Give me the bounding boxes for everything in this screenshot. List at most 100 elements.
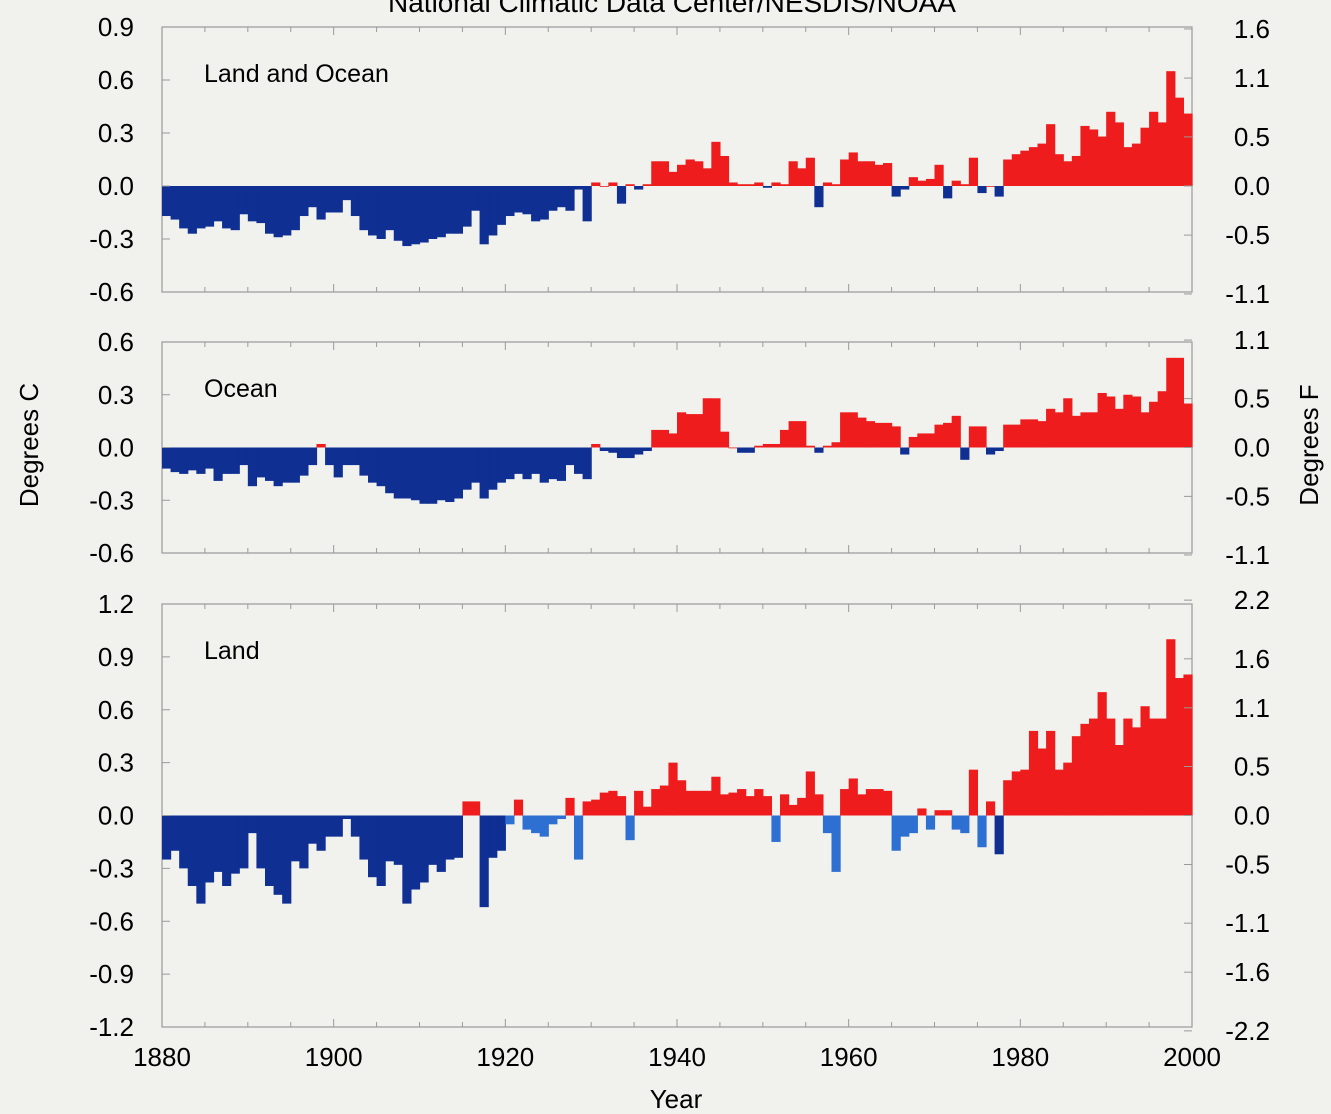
- bar: [1071, 155, 1082, 186]
- bar: [170, 186, 180, 220]
- bar: [385, 186, 395, 231]
- y-tick-label: 0.9: [98, 12, 134, 42]
- bar: [256, 815, 266, 869]
- bar: [350, 815, 361, 837]
- bar: [290, 447, 300, 483]
- bar: [556, 447, 567, 481]
- bar: [265, 447, 275, 481]
- y-tick-label: -0.6: [89, 538, 134, 568]
- bar: [462, 801, 472, 816]
- bar: [273, 186, 283, 238]
- bar: [1054, 769, 1064, 816]
- bar: [677, 164, 687, 186]
- figure-title: National Climatic Data Center/NESDIS/NOA…: [388, 0, 956, 18]
- y2-tick-label: 1.1: [1234, 693, 1270, 723]
- bar: [531, 447, 541, 474]
- bar: [574, 447, 584, 474]
- bar: [402, 815, 412, 904]
- bar: [265, 815, 275, 886]
- bar: [917, 808, 927, 816]
- bar: [350, 447, 361, 466]
- y2-tick-label: 0.5: [1234, 122, 1270, 152]
- bar: [273, 815, 283, 895]
- bar: [994, 815, 1004, 855]
- bar: [771, 815, 781, 842]
- bar: [737, 447, 747, 453]
- bar: [1046, 124, 1056, 186]
- bar: [204, 447, 215, 469]
- bar: [582, 801, 592, 816]
- y-tick-label: 0.3: [98, 380, 134, 410]
- y2-tick-label: 1.1: [1234, 63, 1270, 93]
- y2-tick-label: 0.0: [1234, 801, 1270, 831]
- bar: [1114, 745, 1124, 816]
- bar: [934, 424, 944, 448]
- y-axis-label-left: Degrees C: [14, 383, 44, 507]
- bar: [754, 445, 764, 448]
- bar: [831, 184, 841, 186]
- bar: [728, 447, 738, 449]
- bar: [874, 789, 884, 816]
- bar: [1037, 421, 1047, 448]
- y2-tick-label: 0.0: [1234, 171, 1270, 201]
- bar: [462, 186, 472, 227]
- bar: [471, 447, 481, 483]
- bar: [385, 447, 395, 494]
- y-tick-label: -0.6: [89, 906, 134, 936]
- y-tick-label: 0.3: [98, 118, 134, 148]
- y-tick-label: 1.2: [98, 589, 134, 619]
- y2-tick-label: 1.6: [1234, 644, 1270, 674]
- bar: [1166, 357, 1176, 448]
- bar: [170, 815, 180, 851]
- bar: [977, 815, 987, 848]
- x-tick-label: 1880: [133, 1042, 191, 1072]
- y2-tick-label: 0.5: [1234, 752, 1270, 782]
- bar: [496, 186, 506, 225]
- bar: [539, 815, 549, 837]
- y-tick-label: 0.6: [98, 65, 134, 95]
- bar: [1089, 412, 1099, 448]
- bar: [333, 447, 343, 478]
- bar: [608, 790, 618, 816]
- bar: [222, 815, 232, 886]
- bar: [1003, 424, 1013, 448]
- bar: [1097, 392, 1107, 448]
- bar: [616, 796, 627, 816]
- bar: [574, 815, 584, 860]
- bar: [960, 815, 970, 834]
- bar: [848, 412, 858, 448]
- bar: [711, 141, 721, 186]
- bar: [883, 790, 893, 816]
- bar: [968, 157, 979, 186]
- bar: [1157, 122, 1167, 186]
- bar: [522, 815, 532, 830]
- bar: [299, 186, 309, 217]
- bar: [960, 447, 970, 460]
- bar: [977, 186, 987, 194]
- bar: [1020, 769, 1030, 816]
- bar: [865, 161, 876, 186]
- bar: [179, 815, 189, 869]
- bar: [333, 186, 343, 213]
- bar: [625, 184, 635, 186]
- bar: [642, 447, 652, 452]
- bar: [814, 794, 824, 816]
- bar: [1020, 419, 1030, 448]
- bar: [951, 415, 961, 448]
- bar: [925, 178, 936, 186]
- bar: [745, 796, 755, 816]
- bar: [565, 186, 575, 211]
- panel-label: Land: [204, 637, 260, 665]
- bar: [840, 159, 850, 186]
- bar: [857, 794, 867, 816]
- bar: [1157, 391, 1167, 448]
- bar: [1097, 136, 1107, 186]
- bar: [204, 815, 215, 883]
- bar: [471, 186, 481, 211]
- bar: [445, 815, 455, 860]
- bar: [977, 426, 987, 448]
- bar: [290, 186, 300, 231]
- bar: [797, 797, 807, 816]
